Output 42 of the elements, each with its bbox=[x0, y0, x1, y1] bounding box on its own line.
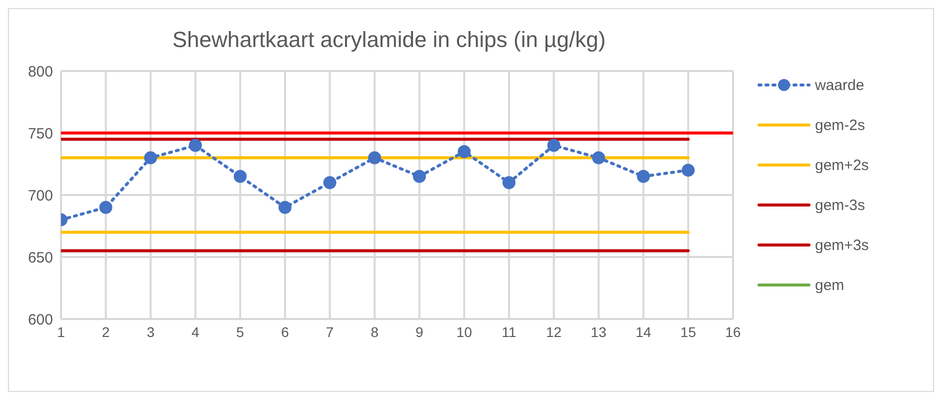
x-tick-label: 5 bbox=[236, 324, 244, 340]
legend-label: gem+3s bbox=[815, 236, 869, 254]
x-tick-label: 15 bbox=[680, 324, 696, 340]
legend-label: gem bbox=[815, 276, 844, 294]
x-tick-label: 1 bbox=[57, 324, 66, 340]
x-tick-label: 4 bbox=[192, 324, 200, 340]
point bbox=[547, 138, 560, 152]
x-tick-label: 16 bbox=[725, 324, 741, 340]
x-tick-label: 10 bbox=[456, 324, 472, 340]
legend-label: gem+2s bbox=[815, 156, 869, 174]
y-tick-label: 800 bbox=[28, 63, 53, 80]
x-tick-label: 11 bbox=[502, 324, 516, 340]
x-tick-label: 2 bbox=[102, 324, 110, 340]
point bbox=[144, 151, 158, 164]
point bbox=[99, 200, 112, 214]
point bbox=[188, 138, 202, 152]
point bbox=[278, 200, 292, 214]
x-tick-label: 8 bbox=[370, 324, 379, 340]
x-tick-label: 12 bbox=[546, 324, 562, 340]
point bbox=[502, 176, 516, 190]
x-tick-label: 7 bbox=[326, 324, 334, 340]
x-tick-label: 13 bbox=[590, 324, 607, 340]
legend-label: gem-2s bbox=[815, 116, 866, 134]
point bbox=[368, 151, 382, 164]
x-tick-label: 3 bbox=[146, 324, 155, 340]
y-tick-label: 650 bbox=[28, 249, 53, 266]
x-tick-label: 9 bbox=[416, 324, 424, 340]
chart-title: Shewhartkaart acrylamide in chips (in µg/kg) bbox=[171, 27, 607, 53]
legend-label: waarde bbox=[815, 76, 864, 94]
point bbox=[412, 170, 426, 183]
point bbox=[592, 151, 606, 164]
point bbox=[458, 145, 471, 158]
point bbox=[234, 170, 247, 183]
x-tick-label: 6 bbox=[281, 324, 290, 340]
legend-label: gem-3s bbox=[815, 196, 866, 214]
point bbox=[682, 164, 695, 177]
y-tick-label: 600 bbox=[28, 311, 53, 328]
point bbox=[636, 170, 650, 183]
y-tick-label: 750 bbox=[28, 125, 53, 142]
point bbox=[323, 176, 336, 190]
y-tick-label: 700 bbox=[28, 187, 53, 204]
x-tick-label: 14 bbox=[636, 324, 652, 340]
